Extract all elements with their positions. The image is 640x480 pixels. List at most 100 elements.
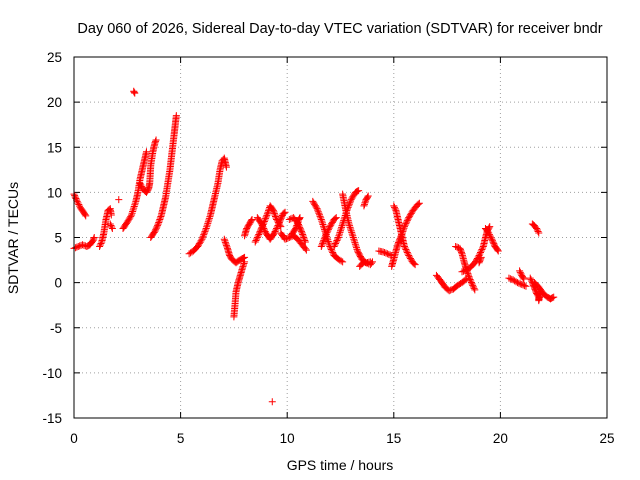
data-point: [253, 234, 261, 241]
data-point: [90, 235, 98, 243]
data-point: [258, 220, 266, 228]
data-point: [81, 211, 89, 219]
data-point: [385, 250, 393, 258]
data-point: [276, 217, 284, 225]
data-point: [406, 211, 414, 219]
data-point: [348, 230, 356, 238]
y-tick-label: 25: [47, 50, 62, 65]
data-point: [222, 241, 230, 249]
data-point: [533, 224, 541, 232]
data-point: [399, 226, 407, 234]
data-point: [297, 226, 305, 234]
data-point: [346, 222, 354, 230]
data-point: [391, 205, 399, 213]
data-point: [107, 211, 115, 219]
data-point: [90, 234, 98, 241]
x-axis-label: GPS time / hours: [287, 457, 394, 473]
data-point: [327, 246, 335, 254]
data-point: [222, 240, 230, 248]
data-point: [332, 214, 340, 222]
data-point: [248, 215, 256, 223]
data-point: [528, 277, 536, 285]
data-point: [322, 230, 330, 238]
data-point: [352, 242, 360, 250]
data-point: [447, 286, 455, 294]
data-point: [533, 226, 541, 234]
data-point: [487, 234, 495, 242]
data-point: [271, 227, 279, 235]
data-point: [509, 276, 517, 284]
data-point: [263, 211, 271, 219]
data-point: [128, 211, 136, 219]
y-tick-label: 5: [54, 231, 62, 246]
data-point: [462, 266, 470, 274]
data-point: [347, 197, 355, 205]
data-point: [187, 249, 195, 257]
data-point: [512, 278, 520, 286]
data-point: [201, 228, 209, 236]
data-point: [282, 235, 290, 243]
data-point: [130, 87, 138, 95]
data-point: [485, 229, 493, 237]
data-point: [347, 196, 355, 204]
data-point: [264, 208, 272, 216]
data-point: [197, 237, 205, 245]
data-point: [476, 250, 484, 258]
data-point: [398, 229, 406, 237]
data-point: [268, 398, 276, 406]
data-point: [353, 245, 361, 253]
data-point: [223, 243, 231, 251]
data-point: [404, 215, 412, 223]
data-point: [295, 215, 303, 223]
data-point: [129, 206, 137, 214]
data-point: [471, 286, 479, 294]
data-point: [273, 224, 281, 232]
data-point: [298, 229, 306, 237]
data-point: [465, 273, 473, 281]
data-point: [152, 137, 160, 145]
data-point: [398, 230, 406, 238]
data-point: [155, 217, 163, 225]
data-point: [316, 212, 324, 220]
data-point: [390, 202, 398, 210]
data-point: [269, 206, 277, 214]
data-point: [405, 214, 413, 222]
data-point: [467, 277, 475, 285]
data-point: [241, 258, 249, 266]
data-point: [332, 240, 340, 248]
data-point: [317, 214, 325, 222]
data-point: [327, 221, 335, 229]
data-point: [152, 226, 160, 234]
data-point: [414, 200, 422, 208]
data-point: [333, 237, 341, 245]
data-point: [194, 243, 202, 251]
data-point: [262, 213, 270, 221]
data-point: [464, 271, 472, 279]
data-point: [328, 220, 336, 228]
data-point: [124, 217, 132, 225]
data-point: [324, 226, 332, 234]
data-point: [486, 232, 494, 240]
data-point: [382, 249, 390, 257]
data-point: [302, 246, 310, 254]
data-point: [317, 215, 325, 223]
data-point: [348, 194, 356, 202]
data-point: [301, 245, 309, 253]
data-point: [262, 214, 270, 222]
data-point: [391, 203, 399, 211]
data-point: [317, 243, 325, 251]
data-point: [465, 274, 473, 282]
data-point: [328, 247, 336, 255]
y-tick-label: 10: [47, 185, 62, 200]
data-point: [203, 221, 211, 229]
data-point: [349, 193, 357, 201]
data-point: [401, 221, 409, 229]
data-point: [198, 235, 206, 243]
data-point: [351, 239, 359, 247]
data-point: [516, 280, 524, 288]
data-point: [335, 232, 343, 240]
data-point: [337, 257, 345, 265]
data-point: [311, 202, 319, 210]
data-point: [338, 223, 346, 231]
